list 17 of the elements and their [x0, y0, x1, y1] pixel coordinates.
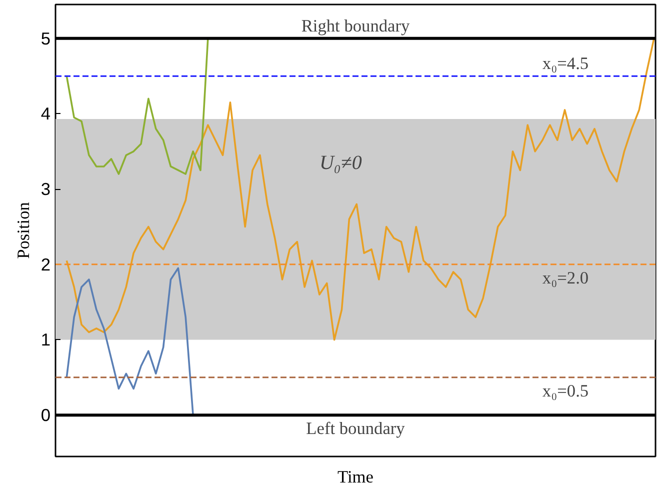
- ref-line-label: x₀=4.5: [542, 54, 589, 74]
- line-series: [66, 38, 655, 341]
- y-tick-label: 5: [40, 28, 51, 48]
- y-tick-label: 1: [40, 330, 51, 350]
- ref-line-label: x₀=2.0: [542, 268, 589, 288]
- ref-line-label: Right boundary: [301, 16, 410, 36]
- band-label: U₀≠0: [319, 152, 362, 174]
- y-tick-label: 4: [40, 104, 51, 124]
- ref-line-label: x₀=0.5: [542, 381, 589, 400]
- x-axis-title: Time: [338, 468, 374, 486]
- line-series: [66, 38, 209, 175]
- y-tick-label: 3: [40, 179, 51, 200]
- y-axis-title: Position: [14, 202, 33, 259]
- ref-line-label: Left boundary: [306, 419, 406, 438]
- line-series: [66, 267, 194, 416]
- y-tick-label: 2: [40, 254, 51, 274]
- y-tick-label: 0: [40, 405, 51, 426]
